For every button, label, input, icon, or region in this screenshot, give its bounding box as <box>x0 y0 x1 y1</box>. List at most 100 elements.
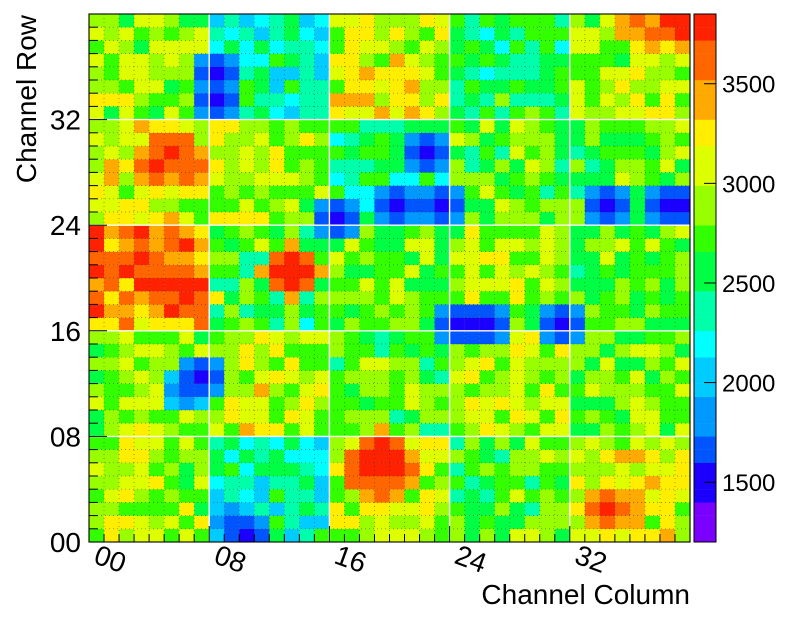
heatmap-cell <box>524 251 540 265</box>
colorbar-segment <box>694 146 716 160</box>
heatmap-cell <box>89 27 105 41</box>
heatmap-cell <box>284 330 300 345</box>
heatmap-cell <box>344 291 360 305</box>
heatmap-cell <box>674 291 691 305</box>
heatmap-cell <box>524 370 540 384</box>
heatmap-cell <box>164 93 180 107</box>
heatmap-cell <box>524 172 540 186</box>
heatmap-cell <box>269 264 285 279</box>
heatmap-cell <box>194 106 210 120</box>
heatmap-cell <box>599 449 616 463</box>
heatmap-cell <box>179 93 195 107</box>
heatmap-cell <box>284 159 300 173</box>
heatmap-cell <box>134 66 150 81</box>
heatmap-cell <box>509 370 525 384</box>
heatmap-cell <box>554 53 570 67</box>
heatmap-cell <box>449 159 465 173</box>
heatmap-cell <box>239 449 255 463</box>
heatmap-cell <box>599 278 616 292</box>
heatmap-cell <box>419 489 435 503</box>
heatmap-cell <box>629 146 646 160</box>
heatmap-cell <box>524 53 540 67</box>
heatmap-cell <box>359 383 375 397</box>
heatmap-cell <box>629 66 646 81</box>
heatmap-cell <box>494 251 510 265</box>
heatmap-cell <box>269 106 285 120</box>
heatmap-cell <box>89 159 105 173</box>
x-tick-label: 08 <box>211 539 251 579</box>
heatmap-cell <box>434 185 450 199</box>
heatmap-cell <box>464 462 480 477</box>
colorbar-segment <box>694 370 716 384</box>
heatmap-cell <box>404 66 420 81</box>
heatmap-cell <box>224 53 240 67</box>
heatmap-cell <box>134 119 150 133</box>
heatmap-cell <box>299 476 315 490</box>
heatmap-cell <box>239 225 255 239</box>
heatmap-cell <box>584 344 601 358</box>
heatmap-cell <box>599 330 616 345</box>
heatmap-cell <box>164 489 180 503</box>
heatmap-cell <box>254 476 270 490</box>
heatmap-cell <box>659 106 676 120</box>
heatmap-cell <box>614 66 631 81</box>
heatmap-cell <box>149 344 165 358</box>
heatmap-cell <box>224 357 240 371</box>
heatmap-cell <box>554 344 570 358</box>
heatmap-cell <box>374 291 390 305</box>
heatmap-cell <box>659 304 676 318</box>
heatmap-cell <box>404 396 420 411</box>
heatmap-cell <box>299 436 315 450</box>
heatmap-cell <box>179 159 195 173</box>
heatmap-cell <box>209 106 225 120</box>
heatmap-cell <box>344 53 360 67</box>
heatmap-cell <box>479 238 495 252</box>
heatmap-cell <box>584 291 601 305</box>
heatmap-cell <box>659 436 676 450</box>
colorbar-segment <box>694 278 716 292</box>
heatmap-cell <box>329 119 345 133</box>
heatmap-cell <box>404 172 420 186</box>
heatmap-cell <box>374 106 390 120</box>
heatmap-cell <box>494 212 510 226</box>
heatmap-cell <box>239 304 255 318</box>
heatmap-cell <box>119 423 135 437</box>
heatmap-cell <box>194 357 210 371</box>
heatmap-cell <box>464 251 480 265</box>
heatmap-cell <box>179 185 195 199</box>
colorbar-segment <box>694 53 716 67</box>
heatmap-cell <box>179 132 195 147</box>
heatmap-cell <box>269 423 285 437</box>
heatmap-cell <box>539 40 555 54</box>
heatmap-cell <box>614 119 631 133</box>
heatmap-cell <box>359 53 375 67</box>
heatmap-cell <box>179 317 195 331</box>
heatmap-cell <box>554 251 570 265</box>
heatmap-cell <box>659 462 676 477</box>
heatmap-cell <box>239 317 255 331</box>
heatmap-cell <box>464 344 480 358</box>
heatmap-cell <box>119 396 135 411</box>
heatmap-cell <box>404 449 420 463</box>
colorbar-segment <box>694 383 716 397</box>
heatmap-cell <box>134 449 150 463</box>
heatmap-cell <box>269 489 285 503</box>
heatmap-cell <box>539 357 555 371</box>
heatmap-cell <box>389 330 405 345</box>
heatmap-cell <box>194 264 210 279</box>
heatmap-cell <box>404 304 420 318</box>
heatmap-cell <box>179 291 195 305</box>
heatmap-cell <box>494 423 510 437</box>
heatmap-cell <box>404 462 420 477</box>
colorbar-segment <box>694 264 716 279</box>
heatmap-cell <box>314 159 330 173</box>
heatmap-cell <box>479 528 495 543</box>
heatmap-cell <box>479 172 495 186</box>
heatmap-cell <box>164 436 180 450</box>
heatmap-cell <box>314 410 330 424</box>
heatmap-cell <box>509 27 525 41</box>
heatmap-cell <box>659 159 676 173</box>
heatmap-cell <box>509 53 525 67</box>
heatmap-cell <box>449 14 465 28</box>
heatmap-cell <box>659 198 676 213</box>
